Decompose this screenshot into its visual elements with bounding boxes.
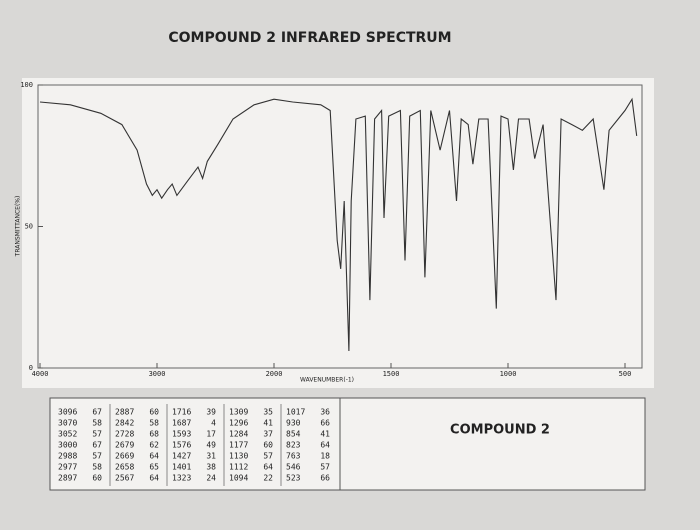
peak-transmittance: 57 <box>92 452 102 461</box>
peak-wavenumber: 1177 <box>229 441 248 450</box>
peak-transmittance: 64 <box>320 441 330 450</box>
peak-transmittance: 67 <box>92 441 102 450</box>
peak-transmittance: 57 <box>92 430 102 439</box>
peak-wavenumber: 2669 <box>115 452 134 461</box>
peak-transmittance: 66 <box>320 419 330 428</box>
peak-wavenumber: 823 <box>286 441 301 450</box>
peak-transmittance: 65 <box>149 463 159 472</box>
peak-transmittance: 17 <box>206 430 216 439</box>
peak-wavenumber: 1130 <box>229 452 248 461</box>
peak-wavenumber: 1094 <box>229 474 248 483</box>
chart-title: COMPOUND 2 INFRARED SPECTRUM <box>168 30 451 46</box>
peak-wavenumber: 1112 <box>229 463 248 472</box>
peak-transmittance: 41 <box>320 430 330 439</box>
peak-transmittance: 57 <box>263 452 273 461</box>
peak-wavenumber: 2679 <box>115 441 134 450</box>
peak-wavenumber: 763 <box>286 452 301 461</box>
x-tick-label: 4000 <box>32 370 49 378</box>
peak-transmittance: 36 <box>320 408 330 417</box>
peak-wavenumber: 1593 <box>172 430 191 439</box>
peak-transmittance: 24 <box>206 474 216 483</box>
peak-wavenumber: 3096 <box>58 408 77 417</box>
peak-transmittance: 57 <box>320 463 330 472</box>
peak-wavenumber: 1716 <box>172 408 191 417</box>
peak-transmittance: 58 <box>149 419 159 428</box>
x-tick-label: 2000 <box>266 370 283 378</box>
peak-transmittance: 4 <box>211 419 216 428</box>
peak-transmittance: 60 <box>92 474 102 483</box>
peak-wavenumber: 930 <box>286 419 301 428</box>
peak-wavenumber: 1687 <box>172 419 191 428</box>
peak-wavenumber: 3052 <box>58 430 77 439</box>
peak-wavenumber: 3070 <box>58 419 77 428</box>
peak-transmittance: 60 <box>149 408 159 417</box>
peak-transmittance: 38 <box>206 463 216 472</box>
table-frame <box>49 397 646 491</box>
y-tick-label: 50 <box>25 223 33 231</box>
peak-wavenumber: 2887 <box>115 408 134 417</box>
peak-transmittance: 37 <box>263 430 273 439</box>
peak-wavenumber: 1323 <box>172 474 191 483</box>
peak-wavenumber: 1284 <box>229 430 248 439</box>
y-tick-label: 100 <box>20 81 33 89</box>
peak-transmittance: 60 <box>263 441 273 450</box>
peak-wavenumber: 2977 <box>58 463 77 472</box>
peak-transmittance: 66 <box>320 474 330 483</box>
peak-transmittance: 22 <box>263 474 273 483</box>
peak-wavenumber: 1576 <box>172 441 191 450</box>
peak-wavenumber: 2728 <box>115 430 134 439</box>
x-tick-label: 3000 <box>149 370 166 378</box>
peak-wavenumber: 1296 <box>229 419 248 428</box>
peak-wavenumber: 2988 <box>58 452 77 461</box>
peak-transmittance: 41 <box>263 419 273 428</box>
peak-transmittance: 35 <box>263 408 273 417</box>
y-axis-label: TRANSMITTANCE(%) <box>15 196 22 258</box>
peak-wavenumber: 2897 <box>58 474 77 483</box>
peak-wavenumber: 1401 <box>172 463 191 472</box>
peak-transmittance: 58 <box>92 419 102 428</box>
peak-wavenumber: 1309 <box>229 408 248 417</box>
peak-wavenumber: 546 <box>286 463 301 472</box>
spectrum-line <box>39 97 638 352</box>
x-axis-label: WAVENUMBER(-1) <box>300 377 354 384</box>
peak-wavenumber: 1017 <box>286 408 305 417</box>
peak-wavenumber: 2842 <box>115 419 134 428</box>
peak-transmittance: 62 <box>149 441 159 450</box>
peak-transmittance: 31 <box>206 452 216 461</box>
x-tick-label: 500 <box>619 370 632 378</box>
peak-wavenumber: 523 <box>286 474 301 483</box>
y-tick-label: 0 <box>29 364 33 372</box>
compound-label: COMPOUND 2 <box>450 423 550 438</box>
peak-wavenumber: 2658 <box>115 463 134 472</box>
x-tick-label: 1500 <box>383 370 400 378</box>
peak-wavenumber: 2567 <box>115 474 134 483</box>
peak-transmittance: 64 <box>149 452 159 461</box>
peak-transmittance: 68 <box>149 430 159 439</box>
peak-transmittance: 39 <box>206 408 216 417</box>
peak-transmittance: 49 <box>206 441 216 450</box>
paper <box>22 78 654 388</box>
peak-wavenumber: 854 <box>286 430 301 439</box>
peak-wavenumber: 1427 <box>172 452 191 461</box>
peak-transmittance: 18 <box>320 452 330 461</box>
peak-transmittance: 67 <box>92 408 102 417</box>
peak-wavenumber: 3000 <box>58 441 77 450</box>
peak-transmittance: 58 <box>92 463 102 472</box>
peak-transmittance: 64 <box>149 474 159 483</box>
peak-transmittance: 64 <box>263 463 273 472</box>
x-tick-label: 1000 <box>500 370 517 378</box>
